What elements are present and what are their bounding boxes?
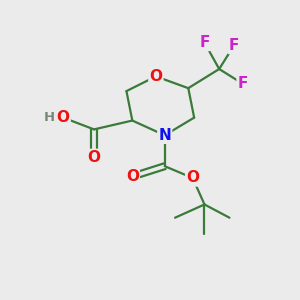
Text: F: F [238,76,248,91]
Text: O: O [126,169,139,184]
Text: O: O [88,150,100,165]
Text: O: O [186,170,199,185]
Text: O: O [57,110,70,125]
Text: F: F [199,35,210,50]
Text: O: O [149,69,162,84]
Text: N: N [158,128,171,143]
Text: F: F [229,38,239,53]
Text: H: H [44,111,55,124]
